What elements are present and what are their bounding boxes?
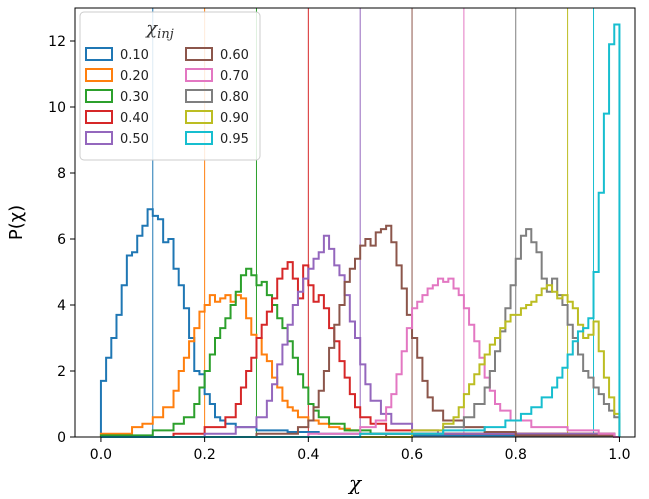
x-axis-ticks: 0.0 0.2 0.4 0.6 0.8 1.0 — [90, 437, 631, 463]
histogram-series-3 — [100, 261, 620, 438]
legend-label-1: 0.20 — [120, 69, 149, 84]
legend-label-2: 0.30 — [120, 90, 149, 105]
y-axis-ticks: 0 2 4 6 8 10 12 — [48, 34, 75, 446]
x-tick-label-5: 1.0 — [608, 447, 630, 463]
legend-swatch-2 — [85, 89, 113, 103]
legend-label-3: 0.40 — [120, 111, 149, 126]
histogram-series-7 — [100, 228, 621, 438]
x-tick-label-2: 0.4 — [297, 447, 319, 463]
legend-title-sub: inj — [157, 27, 174, 42]
y-tick-label-3: 6 — [57, 232, 66, 248]
legend-label-0: 0.10 — [120, 48, 149, 63]
legend-label-9: 0.95 — [220, 132, 249, 147]
y-tick-label-0: 0 — [57, 430, 66, 446]
y-tick-label-1: 2 — [57, 364, 66, 380]
y-tick-label-4: 8 — [57, 166, 66, 182]
axes-frame — [74, 7, 636, 438]
legend-swatch-6 — [185, 68, 213, 82]
legend-title: χinj — [144, 18, 173, 42]
legend-swatch-5 — [185, 47, 213, 61]
legend-swatch-3 — [85, 110, 113, 124]
legend-title-main: χ — [144, 18, 158, 39]
histogram-series-0 — [99, 208, 620, 438]
histogram-series-8 — [100, 284, 621, 438]
x-tick-label-0: 0.0 — [90, 447, 112, 463]
legend: χinj 0.10 0.20 0.30 0.40 0.50 0.60 0.70 0.80 0.90… — [79, 11, 261, 161]
legend-label-8: 0.90 — [220, 111, 249, 126]
histogram-series-1 — [99, 294, 620, 438]
histogram-series-4 — [100, 234, 620, 438]
legend-swatch-4 — [85, 131, 113, 145]
legend-frame — [79, 11, 261, 161]
legend-label-5: 0.60 — [220, 48, 249, 63]
legend-swatch-0 — [85, 47, 113, 61]
legend-swatch-9 — [185, 131, 213, 145]
legend-swatch-7 — [185, 89, 213, 103]
legend-label-6: 0.70 — [220, 69, 249, 84]
histogram-series-5 — [100, 224, 620, 438]
legend-label-7: 0.80 — [220, 90, 249, 105]
legend-swatch-8 — [185, 110, 213, 124]
y-tick-label-5: 10 — [48, 100, 66, 116]
series-layer — [99, 23, 621, 438]
x-tick-label-3: 0.6 — [401, 447, 423, 463]
legend-label-4: 0.50 — [120, 132, 149, 147]
legend-swatch-1 — [85, 68, 113, 82]
histogram-series-9 — [100, 23, 621, 438]
x-axis-label: χ — [347, 471, 363, 495]
x-tick-label-1: 0.2 — [193, 447, 215, 463]
x-tick-label-4: 0.8 — [505, 447, 527, 463]
y-tick-label-2: 4 — [57, 298, 66, 314]
y-axis-label: P(χ) — [6, 205, 27, 240]
y-tick-label-6: 12 — [48, 34, 66, 50]
histogram-series-6 — [100, 277, 620, 438]
